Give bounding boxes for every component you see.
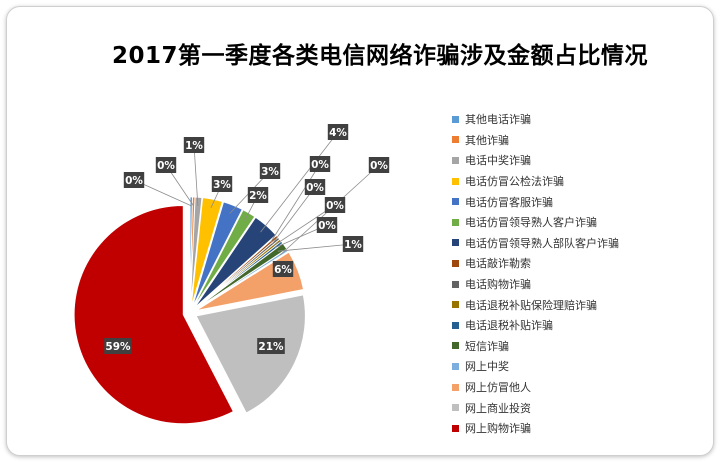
legend-label: 电话仿冒领导熟人客户诈骗	[465, 216, 597, 230]
legend-swatch	[452, 239, 459, 247]
legend-swatch	[452, 198, 459, 206]
data-label: 0%	[306, 182, 324, 194]
legend-swatch	[452, 362, 459, 370]
data-label-box	[259, 163, 281, 179]
data-label: 21%	[258, 341, 284, 353]
data-label-box	[309, 156, 331, 172]
legend-swatch	[452, 218, 459, 226]
data-label: 3%	[261, 166, 279, 178]
legend-item: 电话仿冒公检法诈骗	[452, 171, 702, 192]
legend-swatch	[452, 115, 459, 123]
legend-label: 电话退税补贴诈骗	[465, 319, 553, 333]
legend-swatch	[452, 342, 459, 350]
leader-line	[193, 144, 199, 207]
data-label: 0%	[370, 160, 388, 172]
legend-item: 电话敲诈勒索	[452, 253, 702, 274]
legend-item: 电话仿冒领导熟人客户诈骗	[452, 212, 702, 233]
legend-item: 网上购物诈骗	[452, 418, 702, 439]
legend-swatch	[452, 280, 459, 288]
legend-label: 电话敲诈勒索	[465, 257, 531, 271]
leader-line	[273, 204, 336, 247]
data-label: 0%	[318, 220, 336, 232]
leader-line	[260, 131, 339, 233]
legend-item: 其他诈骗	[452, 130, 702, 151]
legend-item: 电话仿冒客服诈骗	[452, 191, 702, 212]
legend-label: 电话购物诈骗	[465, 278, 531, 292]
legend-swatch	[452, 259, 459, 267]
data-label-box	[123, 172, 145, 188]
data-label-box	[183, 137, 205, 153]
data-label: 0%	[311, 159, 329, 171]
pie-slice	[195, 294, 306, 414]
legend-label: 电话仿冒领导熟人部队客户诈骗	[465, 236, 619, 250]
legend-swatch	[452, 383, 459, 391]
legend-swatch	[452, 321, 459, 329]
leader-line	[271, 186, 316, 245]
legend-label: 电话退税补贴保险理赔诈骗	[465, 298, 597, 312]
legend-item: 电话购物诈骗	[452, 274, 702, 295]
data-label: 4%	[329, 127, 347, 139]
legend-label: 电话仿冒公检法诈骗	[465, 175, 564, 189]
data-label-box	[272, 261, 294, 277]
pie-slice	[192, 201, 243, 307]
pie-slice	[194, 216, 277, 309]
leader-line	[277, 243, 354, 252]
data-label-box	[155, 157, 177, 173]
chart-legend: 其他电话诈骗 其他诈骗电话中奖诈骗电话仿冒公检法诈骗 电话仿冒客服诈骗电话仿冒领导熟…	[452, 109, 702, 439]
data-label-box	[368, 157, 390, 173]
pie-slice	[190, 196, 203, 307]
data-label-box	[247, 187, 269, 203]
legend-item: 网上商业投资	[452, 397, 702, 418]
pie-slice	[193, 209, 256, 308]
leader-line	[270, 163, 321, 243]
pie-slice	[73, 205, 234, 425]
legend-swatch	[452, 404, 459, 412]
pie-slice	[190, 197, 223, 307]
legend-item: 电话中奖诈骗	[452, 150, 702, 171]
data-label-box	[327, 124, 349, 140]
legend-item: 网上中奖	[452, 356, 702, 377]
data-label-box	[324, 197, 346, 213]
data-label: 1%	[344, 239, 362, 251]
legend-label: 网上仿冒他人	[465, 381, 531, 395]
data-label-box	[342, 236, 364, 252]
data-label: 0%	[326, 200, 344, 212]
legend-label: 电话中奖诈骗	[465, 154, 531, 168]
data-label: 0%	[157, 160, 175, 172]
legend-label: 其他诈骗	[465, 133, 509, 147]
data-labels: 0%0%1%3%3%2%4%0%0%0%0%1%0%6%21%59%	[104, 124, 390, 354]
legend-item: 其他电话诈骗	[452, 109, 702, 130]
legend-swatch	[452, 301, 459, 309]
pie-slices	[73, 196, 306, 425]
legend-item: 网上仿冒他人	[452, 377, 702, 398]
legend-label: 其他电话诈骗	[465, 113, 531, 127]
legend-item: 短信诈骗	[452, 336, 702, 357]
data-label-box	[316, 217, 338, 233]
data-label-box	[257, 338, 285, 354]
data-label: 1%	[185, 140, 203, 152]
legend-label: 网上商业投资	[465, 401, 531, 415]
chart-title: 2017第一季度各类电信网络诈骗涉及金额占比情况	[111, 43, 648, 69]
legend-label: 短信诈骗	[465, 339, 509, 353]
data-label: 2%	[249, 190, 267, 202]
legend-label: 电话仿冒客服诈骗	[465, 195, 553, 209]
legend-label: 网上购物诈骗	[465, 422, 531, 436]
legend-item: 电话退税补贴保险理赔诈骗	[452, 294, 702, 315]
data-label: 0%	[125, 175, 143, 187]
legend-label: 网上中奖	[465, 360, 509, 374]
legend-swatch	[452, 156, 459, 164]
legend-swatch	[452, 424, 459, 432]
data-label: 59%	[105, 341, 131, 353]
data-label: 3%	[213, 179, 231, 191]
legend-item: 电话退税补贴诈骗	[452, 315, 702, 336]
legend-swatch	[452, 136, 459, 144]
legend-item: 电话仿冒领导熟人部队客户诈骗	[452, 233, 702, 254]
data-label-box	[211, 176, 233, 192]
data-label-box	[304, 179, 326, 195]
data-label-box	[104, 338, 132, 354]
data-label: 6%	[274, 264, 292, 276]
legend-swatch	[452, 177, 459, 185]
